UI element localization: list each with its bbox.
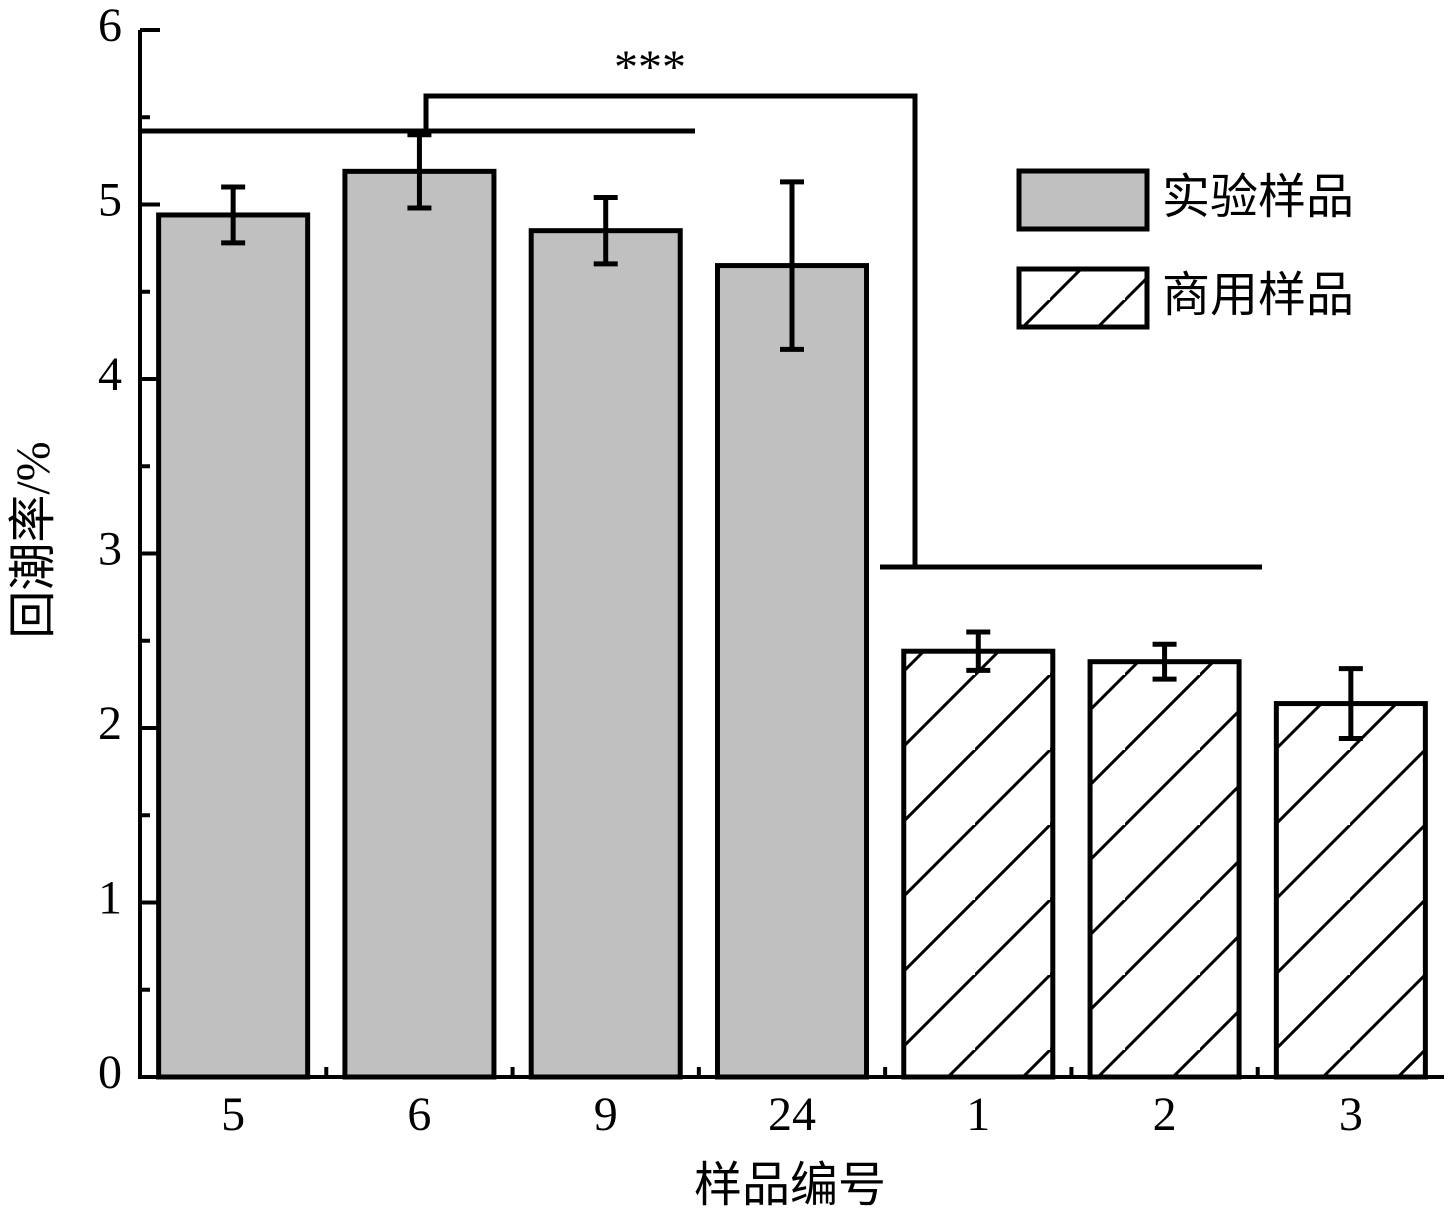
- error-bar: [407, 132, 432, 211]
- bar: [1087, 659, 1242, 1080]
- significance-bracket: [140, 93, 1262, 570]
- bar: [528, 228, 683, 1080]
- legend-label: 实验样品: [1162, 171, 1354, 224]
- bar: [156, 212, 311, 1080]
- error-bar: [1152, 641, 1177, 682]
- y-tick-label: 2: [98, 697, 122, 750]
- error-bar: [593, 195, 618, 267]
- legend-swatch: [1016, 168, 1150, 232]
- y-tick-label: 3: [98, 523, 122, 576]
- x-tick-label: 5: [221, 1088, 245, 1141]
- legend-swatch: [1016, 266, 1150, 330]
- x-tick-label: 1: [966, 1088, 990, 1141]
- x-tick-label: 6: [407, 1088, 431, 1141]
- annotation: ***: [614, 41, 686, 94]
- error-bar: [966, 629, 991, 673]
- error-bar: [221, 184, 246, 246]
- error-bar: [1338, 666, 1363, 741]
- x-tick-label: 2: [1153, 1088, 1177, 1141]
- y-tick-label: 1: [98, 872, 122, 925]
- x-tick-label: 3: [1339, 1088, 1363, 1141]
- y-axis-label: 回潮率/%: [7, 441, 60, 638]
- y-tick-label: 0: [98, 1046, 122, 1099]
- x-tick-label: 24: [768, 1088, 816, 1141]
- y-tick-label: 4: [98, 348, 122, 401]
- bar: [901, 648, 1056, 1080]
- y-tick-label: 5: [98, 174, 122, 227]
- axes: [138, 30, 1444, 1079]
- legend-label: 商用样品: [1162, 269, 1354, 322]
- error-bar: [780, 179, 804, 352]
- y-tick-label: 6: [98, 0, 122, 52]
- bar: [342, 168, 497, 1080]
- x-axis-label: 样品编号: [694, 1159, 886, 1212]
- bar: [1273, 701, 1428, 1080]
- bar: [714, 263, 870, 1080]
- x-tick-label: 9: [594, 1088, 618, 1141]
